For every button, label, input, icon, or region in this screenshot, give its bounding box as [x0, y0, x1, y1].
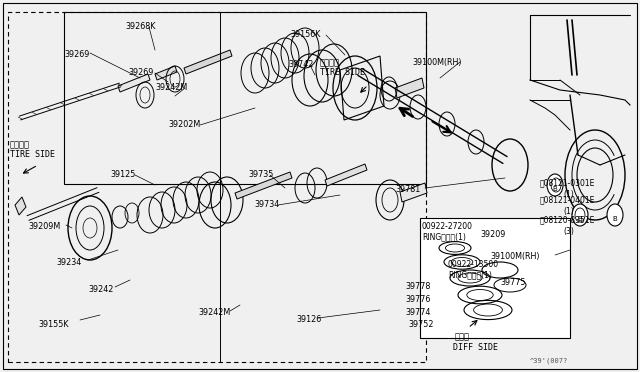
Polygon shape	[400, 183, 427, 202]
Bar	[64, 12, 426, 184]
Text: 39155K: 39155K	[38, 320, 68, 329]
Text: RINGリング(1): RINGリング(1)	[448, 270, 492, 279]
Text: 39242M: 39242M	[155, 83, 188, 92]
Text: ^39'(007?: ^39'(007?	[530, 358, 568, 365]
Text: 39100M(RH): 39100M(RH)	[490, 252, 540, 261]
Text: 39156K: 39156K	[290, 30, 321, 39]
Bar	[420, 218, 570, 338]
Text: Ⓑ08121-0301E: Ⓑ08121-0301E	[540, 178, 595, 187]
Polygon shape	[15, 197, 26, 215]
Ellipse shape	[572, 204, 588, 226]
Text: 39209M: 39209M	[28, 222, 60, 231]
Bar	[8, 12, 426, 362]
Text: B: B	[552, 186, 557, 192]
Text: 39752: 39752	[408, 320, 433, 329]
Text: Ⓑ08121-0401E: Ⓑ08121-0401E	[540, 195, 595, 204]
Text: B: B	[578, 216, 582, 222]
Ellipse shape	[607, 204, 623, 226]
Text: タイヤ側: タイヤ側	[320, 58, 340, 67]
Text: B: B	[612, 216, 618, 222]
Text: (3): (3)	[563, 227, 574, 236]
Text: タイヤ側: タイヤ側	[10, 140, 30, 149]
Text: 39242: 39242	[88, 285, 113, 294]
Text: 39776: 39776	[405, 295, 430, 304]
Text: 39125: 39125	[110, 170, 136, 179]
Text: 39269: 39269	[64, 50, 90, 59]
Text: 39209: 39209	[480, 230, 506, 239]
Polygon shape	[155, 66, 177, 80]
Polygon shape	[235, 172, 292, 199]
Polygon shape	[118, 74, 150, 92]
Text: 39269: 39269	[128, 68, 154, 77]
Text: DIFF SIDE: DIFF SIDE	[453, 343, 498, 352]
Text: RINGリング(1): RINGリング(1)	[422, 232, 466, 241]
Text: 39126: 39126	[296, 315, 321, 324]
Text: 39100M(RH): 39100M(RH)	[412, 58, 461, 67]
Text: 39734: 39734	[254, 200, 279, 209]
Text: 39234: 39234	[56, 258, 81, 267]
Text: 00922-27200: 00922-27200	[422, 222, 473, 231]
Ellipse shape	[547, 174, 563, 196]
Text: 39775: 39775	[500, 278, 525, 287]
Text: TIRE SIDE: TIRE SIDE	[10, 150, 55, 159]
Text: 39774: 39774	[405, 308, 430, 317]
Text: 39268K: 39268K	[125, 22, 156, 31]
Polygon shape	[325, 164, 367, 186]
Text: TIRE SIDE: TIRE SIDE	[320, 68, 365, 77]
Text: 39242M: 39242M	[198, 308, 230, 317]
Text: 39742: 39742	[288, 60, 314, 69]
Polygon shape	[184, 50, 232, 74]
Text: Ⓑ08120-8351E: Ⓑ08120-8351E	[540, 215, 595, 224]
Polygon shape	[395, 78, 424, 98]
Text: デフ側: デフ側	[455, 332, 470, 341]
Text: 39202M: 39202M	[168, 120, 200, 129]
Text: 39778: 39778	[405, 282, 430, 291]
Text: 39781: 39781	[395, 185, 420, 194]
Text: 39735: 39735	[248, 170, 273, 179]
Text: (1): (1)	[563, 190, 573, 199]
Text: (1): (1)	[563, 207, 573, 216]
Text: 00922-13500: 00922-13500	[448, 260, 499, 269]
